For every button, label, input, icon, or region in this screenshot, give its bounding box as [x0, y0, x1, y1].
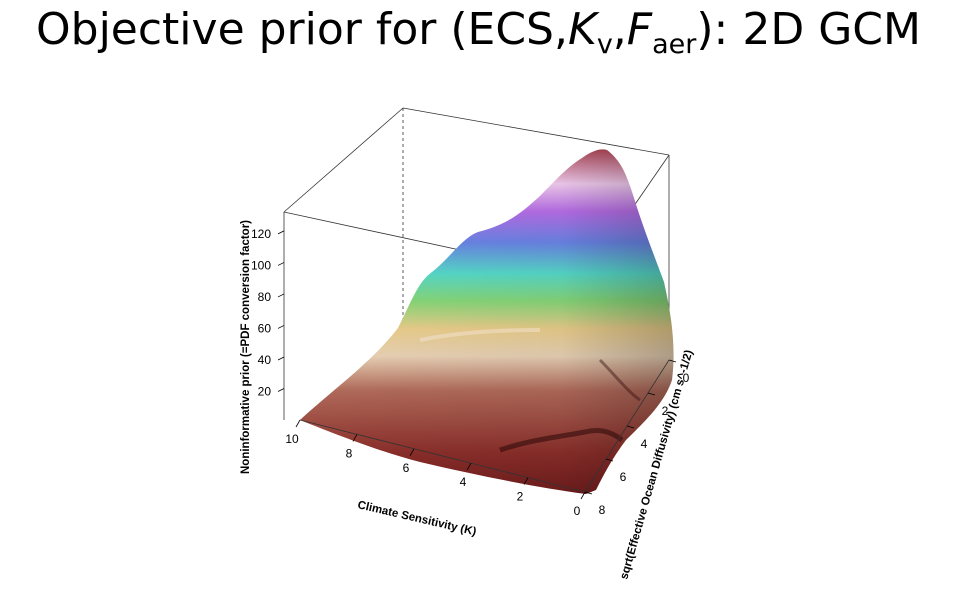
x-tick-label: 10 [285, 432, 299, 446]
surface-valley-1 [499, 427, 624, 453]
z-axis: 20 40 60 80 100 120 [251, 227, 285, 398]
box-edge-bottom-front [299, 419, 586, 493]
x-tick-label: 4 [460, 475, 467, 489]
title-suffix: ): 2D GCM [696, 4, 921, 55]
y-tick-label: 6 [620, 470, 627, 484]
x-tick-label: 0 [574, 504, 581, 518]
y-axis: 0 2 4 6 8 [584, 359, 690, 517]
y-tick-mark [584, 491, 593, 495]
x-tick-mark [466, 463, 472, 471]
surface-valley-2 [598, 358, 641, 402]
y-tick-label: 4 [641, 437, 648, 451]
x-tick-label: 2 [517, 490, 524, 504]
y-tick-mark [668, 359, 677, 363]
z-tick-mark [277, 230, 285, 235]
z-tick-label: 60 [258, 321, 272, 335]
y-tick-mark [605, 458, 614, 462]
y-tick-label: 2 [662, 404, 669, 418]
x-tick-label: 8 [346, 446, 353, 460]
z-tick-mark [277, 262, 285, 266]
z-tick-label: 20 [258, 384, 272, 398]
x-tick-mark [409, 448, 415, 456]
surface-shading [300, 149, 674, 494]
z-tick-mark [277, 356, 285, 361]
slide-title: Objective prior for (ECS,Kv,Faer): 2D GC… [0, 4, 957, 60]
z-tick-label: 40 [258, 353, 272, 367]
z-tick-label: 120 [251, 227, 271, 241]
title-f-sub: aer [652, 29, 697, 60]
x-tick-mark [352, 434, 358, 442]
title-prefix: Objective prior for (ECS, [36, 4, 568, 55]
z-tick-mark [277, 293, 285, 298]
z-tick-label: 80 [258, 290, 272, 304]
y-tick-label: 0 [683, 371, 690, 385]
title-f-symbol: F [626, 4, 653, 55]
box-edge-top-back [402, 107, 670, 156]
z-tick-mark [277, 388, 285, 392]
title-k-symbol: K [567, 4, 597, 55]
z-tick-mark [277, 325, 285, 329]
surface-highlight-1 [419, 328, 541, 342]
y-tick-label: 8 [599, 503, 606, 517]
x-tick-label: 6 [403, 461, 410, 475]
x-tick-mark [523, 477, 529, 485]
z-tick-label: 100 [251, 258, 271, 272]
z-axis-label: Noninformative prior (=PDF conversion fa… [240, 220, 252, 474]
x-tick-mark [295, 419, 301, 428]
title-k-sub: v [596, 29, 613, 60]
title-sep: , [612, 4, 627, 55]
x-tick-mark [580, 491, 586, 500]
box-edge-top-left [283, 107, 404, 213]
x-axis: 10 8 6 4 2 0 [285, 419, 586, 518]
x-axis-label: Climate Sensitivity (K) [356, 499, 477, 538]
y-tick-mark [626, 425, 635, 429]
y-tick-mark [647, 392, 656, 396]
